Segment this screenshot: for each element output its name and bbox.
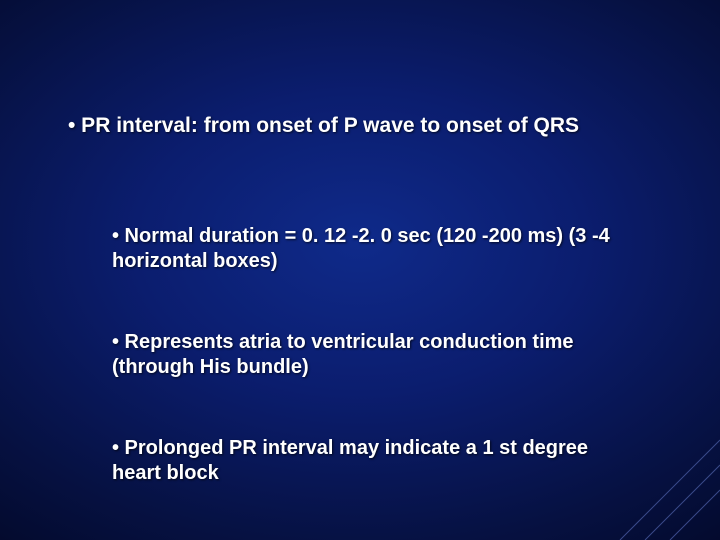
bullet-main: • PR interval: from onset of P wave to o… bbox=[68, 113, 588, 139]
slide: • PR interval: from onset of P wave to o… bbox=[0, 0, 720, 540]
bullet-sub-2: • Represents atria to ventricular conduc… bbox=[112, 330, 632, 380]
bullet-sub-3: • Prolonged PR interval may indicate a 1… bbox=[112, 436, 632, 486]
bullet-sub-1: • Normal duration = 0. 12 -2. 0 sec (120… bbox=[112, 224, 632, 274]
